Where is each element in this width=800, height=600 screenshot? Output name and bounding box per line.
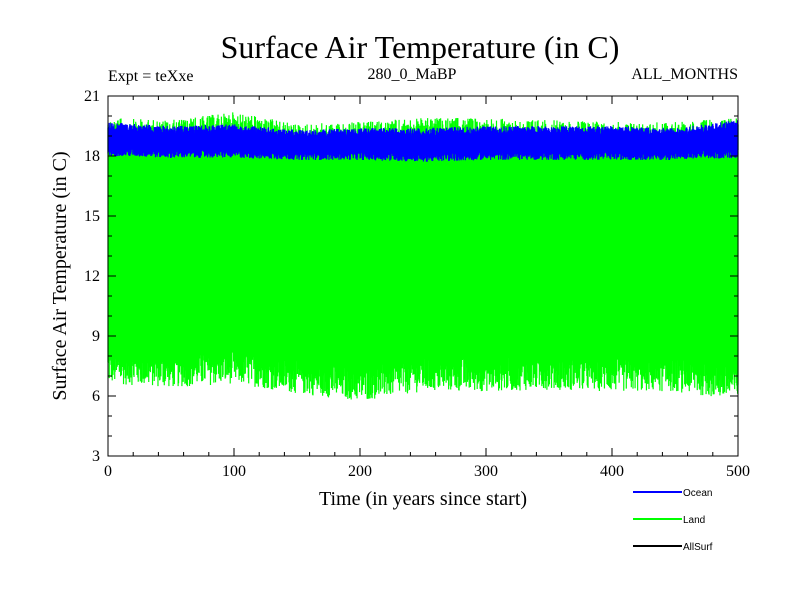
y-tick-label: 15: [84, 208, 100, 225]
x-tick-label: 400: [600, 463, 624, 480]
y-tick-label: 21: [84, 88, 100, 105]
legend-label-allsurf: AllSurf: [683, 542, 713, 553]
period-label: 280_0_MaBP: [368, 66, 457, 83]
legend-label-ocean: Ocean: [683, 488, 712, 499]
plot-frame: [107, 95, 739, 457]
y-tick-label: 9: [92, 328, 100, 345]
x-tick-label: 300: [474, 463, 498, 480]
legend-label-land: Land: [683, 515, 705, 526]
y-axis-label: Surface Air Temperature (in C): [49, 151, 71, 400]
y-tick-label: 3: [92, 448, 100, 465]
x-tick-label: 200: [348, 463, 372, 480]
x-tick-label: 0: [104, 463, 112, 480]
legend: Ocean Land AllSurf: [633, 488, 713, 553]
series-ocean: [107, 120, 739, 162]
y-tick-label: 12: [84, 268, 100, 285]
x-axis-label: Time (in years since start): [319, 488, 527, 510]
x-tick-label: 100: [222, 463, 246, 480]
tick-layer: 0 100 200 300 400 500 3 6 9 12 15 18 21: [84, 88, 750, 480]
series-layer: [107, 112, 739, 400]
x-tick-label: 500: [726, 463, 750, 480]
y-tick-label: 18: [84, 148, 100, 165]
chart-title: Surface Air Temperature (in C): [221, 29, 620, 65]
experiment-label: Expt = teXxe: [108, 68, 193, 85]
y-tick-label: 6: [92, 388, 100, 405]
months-label: ALL_MONTHS: [631, 66, 738, 83]
